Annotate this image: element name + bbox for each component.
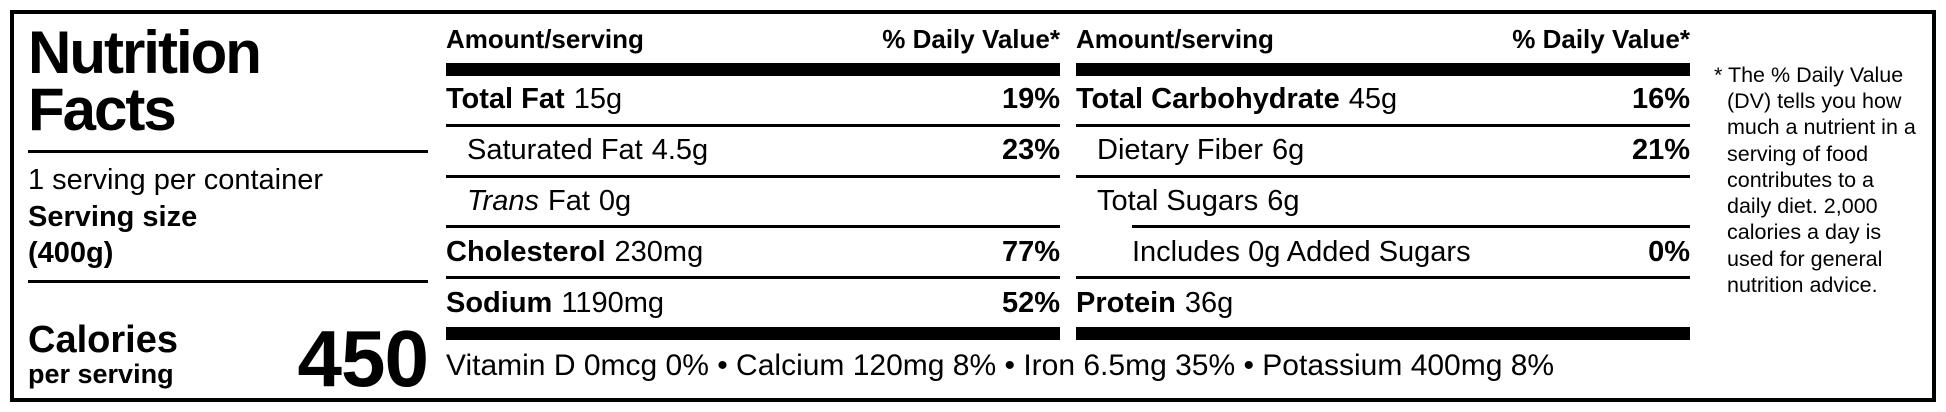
nutrient-name: Total Sugars bbox=[1097, 184, 1259, 217]
nutrient-rows: Total Fat 15g 19% Saturated Fat 4.5g 23% T… bbox=[446, 76, 1060, 327]
summary-panel: Nutrition Facts 1 serving per container … bbox=[28, 19, 429, 403]
nutrient-name: Dietary Fiber bbox=[1097, 134, 1263, 167]
nutrient-dv: 0% bbox=[1648, 235, 1690, 268]
column-header: Amount/serving % Daily Value* bbox=[1076, 22, 1690, 63]
nutrient-amount: 4.5g bbox=[651, 134, 709, 167]
nutrient-columns: Amount/serving % Daily Value* Total Fat 1… bbox=[446, 22, 1690, 340]
daily-value-header: % Daily Value* bbox=[882, 24, 1060, 54]
row-saturated-fat: Saturated Fat 4.5g 23% bbox=[446, 123, 1060, 175]
amount-serving-header: Amount/serving bbox=[1076, 24, 1274, 54]
nutrient-dv: 19% bbox=[1001, 83, 1060, 116]
nutrient-name: Total Fat bbox=[446, 83, 565, 116]
thick-separator-bar bbox=[446, 63, 1060, 76]
divider bbox=[28, 280, 428, 284]
amount-serving-header: Amount/serving bbox=[446, 24, 644, 54]
thick-separator-bar bbox=[1076, 327, 1690, 340]
nutrient-dv: 77% bbox=[1001, 235, 1060, 268]
row-protein: Protein 36g bbox=[1076, 276, 1690, 327]
serving-size-value: (400g) bbox=[28, 237, 114, 270]
thick-separator-bar bbox=[446, 327, 1060, 340]
thick-separator-bar bbox=[1076, 63, 1690, 76]
daily-value-header: % Daily Value* bbox=[1512, 24, 1690, 54]
calories-sublabel: per serving bbox=[28, 359, 174, 389]
nutrient-name: Includes 0g Added Sugars bbox=[1132, 235, 1471, 268]
nutrient-dv: 21% bbox=[1631, 134, 1690, 167]
row-total-fat: Total Fat 15g 19% bbox=[446, 76, 1060, 124]
nutrient-name: Total Carbohydrate bbox=[1076, 83, 1340, 116]
nutrient-dv: 23% bbox=[1001, 134, 1060, 167]
nutrient-name: Cholesterol bbox=[446, 235, 606, 268]
nutrient-name: Fat bbox=[547, 184, 590, 217]
nutrient-amount: 230mg bbox=[614, 235, 704, 268]
nutrient-amount: 6g bbox=[1272, 134, 1305, 167]
title-line-2: Facts bbox=[28, 76, 177, 143]
calories-value: 450 bbox=[297, 313, 429, 403]
divider bbox=[28, 150, 428, 153]
nutrition-facts-title: Nutrition Facts bbox=[28, 19, 428, 143]
footnote-text: * The % Daily Value (DV) tells you how m… bbox=[1714, 63, 1916, 297]
row-total-sugars: Total Sugars 6g bbox=[1076, 174, 1690, 226]
row-trans-fat: Trans Fat 0g bbox=[446, 174, 1060, 226]
row-cholesterol: Cholesterol 230mg 77% bbox=[446, 225, 1060, 276]
row-total-carbohydrate: Total Carbohydrate 45g 16% bbox=[1076, 76, 1690, 124]
nutrient-name: Protein bbox=[1076, 286, 1176, 319]
servings-per-container: 1 serving per container bbox=[28, 164, 323, 196]
nutrient-dv: 16% bbox=[1631, 83, 1690, 116]
nutrition-facts-label: Nutrition Facts 1 serving per container … bbox=[10, 10, 1936, 402]
nutrient-amount: 36g bbox=[1184, 286, 1234, 319]
calories-label: Calories bbox=[28, 318, 178, 361]
daily-value-footnote: * The % Daily Value (DV) tells you how m… bbox=[1690, 22, 1920, 392]
nutrient-amount: 1190mg bbox=[561, 286, 664, 319]
nutrient-rows: Total Carbohydrate 45g 16% Dietary Fiber 6… bbox=[1076, 76, 1690, 327]
row-sodium: Sodium 1190mg 52% bbox=[446, 276, 1060, 327]
nutrient-name-italic: Trans bbox=[467, 184, 539, 217]
nutrient-name: Saturated Fat bbox=[467, 134, 643, 167]
nutrient-amount: 45g bbox=[1348, 83, 1398, 116]
nutrient-amount: 6g bbox=[1267, 184, 1300, 217]
row-dietary-fiber: Dietary Fiber 6g 21% bbox=[1076, 123, 1690, 175]
calories-row: Calories per serving 450 bbox=[28, 313, 429, 403]
micronutrients-line: Vitamin D 0mcg 0% • Calcium 120mg 8% • I… bbox=[446, 349, 1555, 382]
column-header: Amount/serving % Daily Value* bbox=[446, 22, 1060, 63]
row-added-sugars: Includes 0g Added Sugars 0% bbox=[1132, 225, 1690, 276]
nutrient-column-1: Amount/serving % Daily Value* Total Fat 1… bbox=[446, 22, 1060, 340]
nutrient-dv: 52% bbox=[1001, 286, 1060, 319]
nutrient-name: Sodium bbox=[446, 286, 553, 319]
calories-labels: Calories per serving bbox=[28, 318, 178, 389]
nutrients-section: Amount/serving % Daily Value* Total Fat 1… bbox=[446, 22, 1690, 392]
nutrient-column-2: Amount/serving % Daily Value* Total Carb… bbox=[1076, 22, 1690, 340]
serving-size-label: Serving size bbox=[28, 201, 198, 234]
nutrient-amount: 15g bbox=[573, 83, 623, 116]
nutrient-amount: 0g bbox=[598, 184, 632, 217]
title-line-1: Nutrition bbox=[28, 19, 262, 86]
